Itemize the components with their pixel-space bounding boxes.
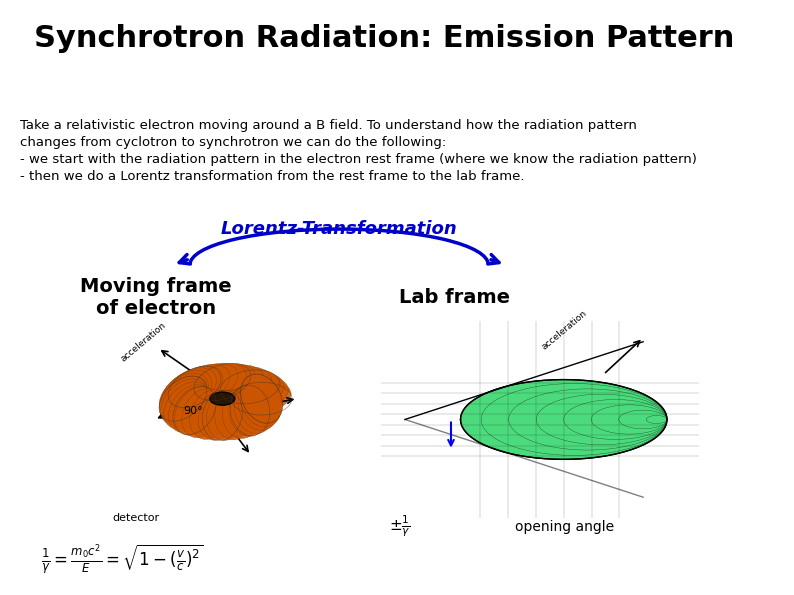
Text: Lab frame: Lab frame <box>399 288 510 307</box>
Ellipse shape <box>164 368 217 410</box>
Ellipse shape <box>161 370 212 414</box>
Ellipse shape <box>183 364 238 402</box>
Ellipse shape <box>164 382 209 429</box>
Text: acceleration: acceleration <box>119 321 168 364</box>
Polygon shape <box>461 380 667 459</box>
Ellipse shape <box>210 392 235 405</box>
Ellipse shape <box>175 387 218 436</box>
Ellipse shape <box>213 367 272 402</box>
Ellipse shape <box>241 377 281 427</box>
Ellipse shape <box>206 365 264 400</box>
Text: Synchrotron Radiation: Emission Pattern: Synchrotron Radiation: Emission Pattern <box>34 24 734 53</box>
Ellipse shape <box>219 369 279 403</box>
Ellipse shape <box>159 376 207 421</box>
Text: acceleration: acceleration <box>540 309 588 352</box>
Ellipse shape <box>169 366 222 407</box>
Ellipse shape <box>230 379 291 412</box>
Ellipse shape <box>190 390 230 439</box>
Ellipse shape <box>222 388 261 439</box>
Ellipse shape <box>190 364 246 401</box>
Text: $\frac{1}{\gamma} = \frac{m_0 c^2}{E} = \sqrt{1-(\frac{v}{c})^2}$: $\frac{1}{\gamma} = \frac{m_0 c^2}{E} = … <box>40 543 203 576</box>
Text: opening angle: opening angle <box>515 519 615 534</box>
Text: $\pm\frac{1}{\gamma}$: $\pm\frac{1}{\gamma}$ <box>389 514 411 539</box>
Ellipse shape <box>206 390 246 440</box>
Ellipse shape <box>160 373 209 417</box>
Ellipse shape <box>234 383 274 434</box>
Text: Lorentz-Transformation: Lorentz-Transformation <box>221 220 457 238</box>
Text: 90°: 90° <box>183 406 202 415</box>
Ellipse shape <box>229 386 268 436</box>
Ellipse shape <box>182 389 224 438</box>
Ellipse shape <box>241 374 283 423</box>
Ellipse shape <box>198 390 238 440</box>
Ellipse shape <box>175 364 229 404</box>
Ellipse shape <box>228 375 288 408</box>
Ellipse shape <box>168 384 213 433</box>
Text: Take a relativistic electron moving around a B field. To understand how the radi: Take a relativistic electron moving arou… <box>21 119 697 183</box>
Text: Moving frame
of electron: Moving frame of electron <box>80 277 232 318</box>
Ellipse shape <box>224 372 284 406</box>
Text: detector: detector <box>112 513 160 522</box>
Ellipse shape <box>198 364 255 400</box>
Ellipse shape <box>160 379 207 425</box>
Ellipse shape <box>214 389 254 440</box>
Ellipse shape <box>238 380 279 430</box>
